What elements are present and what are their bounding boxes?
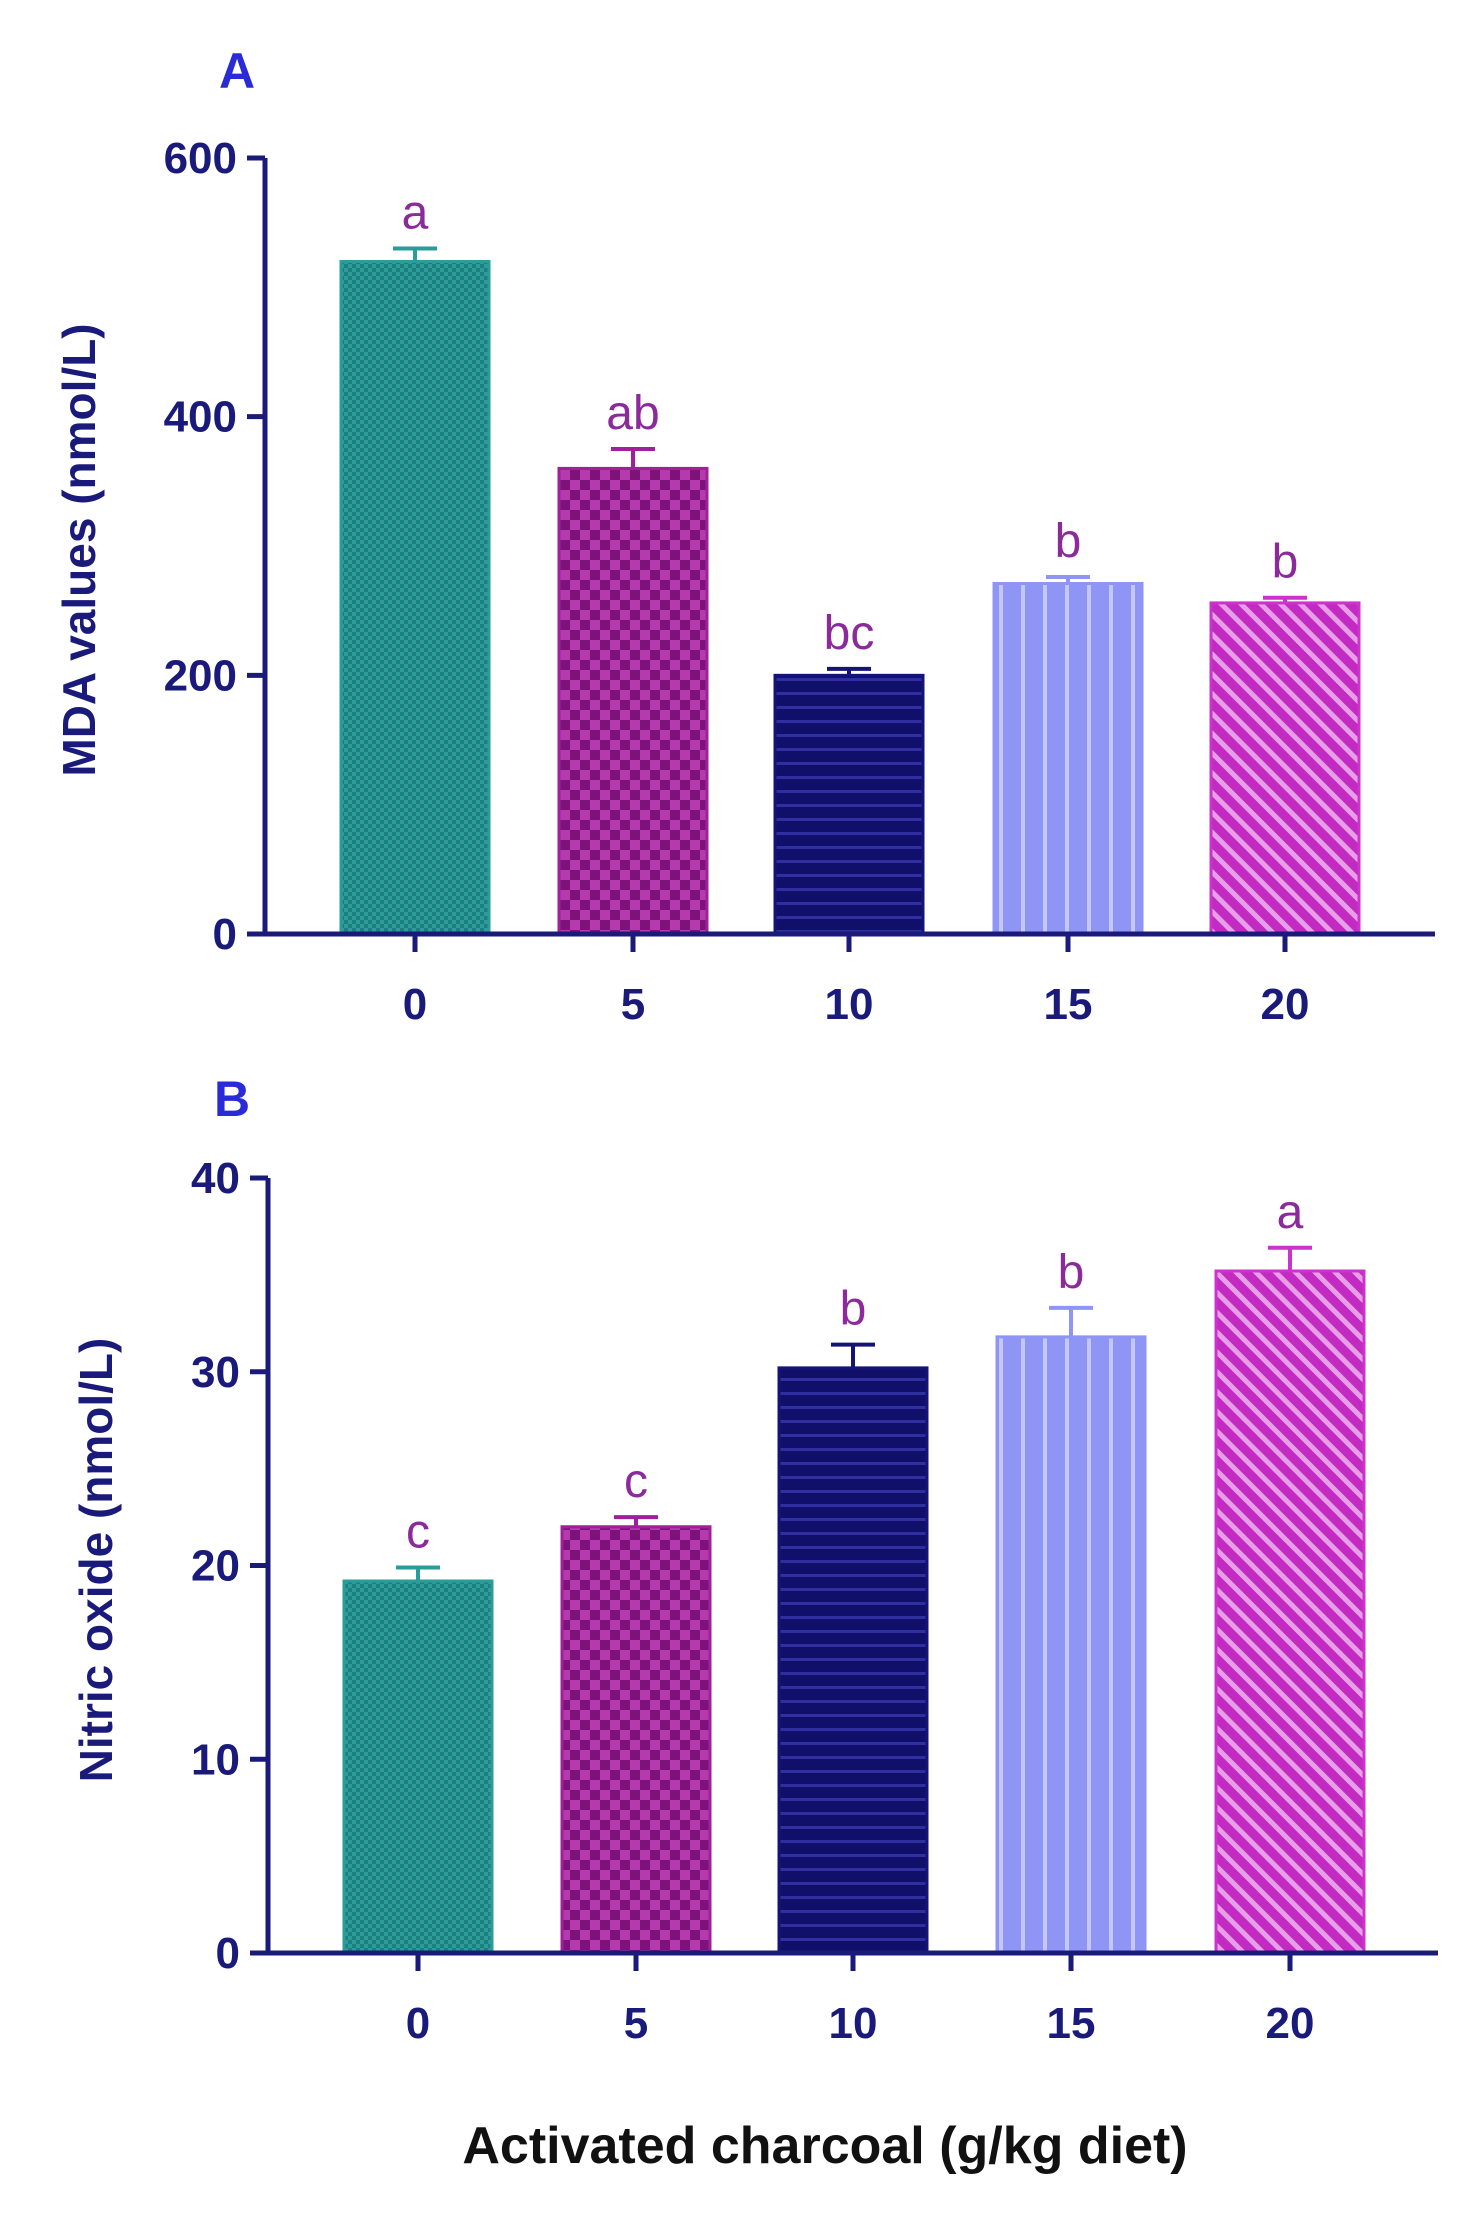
significance-label: a bbox=[1277, 1186, 1304, 1239]
significance-label: b bbox=[1055, 515, 1082, 568]
x-tick-label: 15 bbox=[1047, 1999, 1096, 2048]
x-tick-label: 0 bbox=[406, 1999, 430, 2048]
y-tick-label: 400 bbox=[164, 393, 237, 442]
y-tick-label: 40 bbox=[191, 1154, 240, 1203]
significance-label: ab bbox=[606, 387, 659, 440]
x-tick-label: 5 bbox=[621, 980, 645, 1029]
x-tick-label: 10 bbox=[829, 1999, 878, 2048]
significance-label: b bbox=[840, 1283, 867, 1336]
y-tick-label: 0 bbox=[216, 1929, 240, 1978]
x-tick-label: 15 bbox=[1044, 980, 1093, 1029]
y-tick-label: 10 bbox=[191, 1735, 240, 1784]
x-tick-label: 10 bbox=[825, 980, 874, 1029]
y-tick-label: 20 bbox=[191, 1542, 240, 1591]
bar-15 bbox=[992, 582, 1144, 936]
significance-label: bc bbox=[824, 607, 875, 660]
bar-10 bbox=[777, 1366, 929, 1955]
shared-x-axis-title: Activated charcoal (g/kg diet) bbox=[462, 2117, 1187, 2175]
y-tick-label: 0 bbox=[213, 910, 237, 959]
significance-label: c bbox=[624, 1455, 648, 1508]
bar-5 bbox=[557, 466, 709, 936]
bar-10 bbox=[773, 673, 925, 936]
bar-15 bbox=[995, 1335, 1147, 1955]
x-tick-label: 5 bbox=[624, 1999, 648, 2048]
y-tick-label: 600 bbox=[164, 134, 237, 183]
bar-0 bbox=[339, 259, 491, 936]
panel-a-y-axis-title: MDA values (nmol/L) bbox=[53, 323, 105, 776]
bar-20 bbox=[1209, 601, 1361, 936]
y-tick-label: 200 bbox=[164, 651, 237, 700]
bar-20 bbox=[1214, 1269, 1366, 1955]
significance-label: a bbox=[402, 187, 429, 240]
x-tick-label: 0 bbox=[403, 980, 427, 1029]
significance-label: b bbox=[1272, 536, 1299, 589]
bar-0 bbox=[342, 1579, 494, 1955]
y-tick-label: 30 bbox=[191, 1348, 240, 1397]
significance-label: c bbox=[406, 1505, 430, 1558]
panel-a-label: A bbox=[219, 43, 255, 99]
x-tick-label: 20 bbox=[1261, 980, 1310, 1029]
bar-5 bbox=[560, 1525, 712, 1955]
panel-b-label: B bbox=[214, 1071, 250, 1127]
significance-label: b bbox=[1058, 1246, 1085, 1299]
x-tick-label: 20 bbox=[1266, 1999, 1315, 2048]
panel-b-y-axis-title: Nitric oxide (nmol/L) bbox=[70, 1338, 122, 1783]
